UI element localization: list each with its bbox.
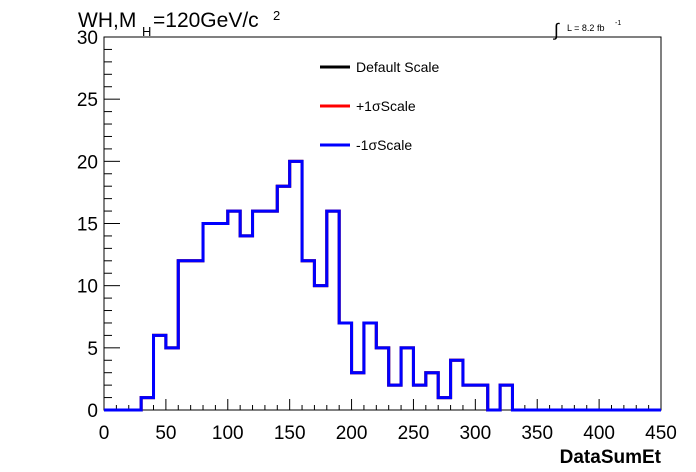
plot-frame	[103, 36, 662, 411]
x-tick-label: 300	[459, 423, 491, 444]
y-tick-label: 0	[87, 401, 98, 422]
title-prefix: WH,M	[78, 9, 136, 32]
legend-label: -1σScale	[356, 137, 412, 153]
histogram-line	[104, 159, 661, 412]
legend-label: Default Scale	[356, 59, 439, 75]
x-tick-label: 50	[155, 423, 176, 444]
legend-label: +1σScale	[356, 98, 416, 114]
axis-tick-labels: 0 50 100 150 200 250 300 350 400 450 0 5 10 15 20 25 30	[77, 28, 677, 444]
x-tick-label: 350	[521, 423, 553, 444]
luminosity-label: ∫ L = 8.2 fb -1	[552, 20, 621, 40]
title-superscript: 2	[273, 8, 280, 23]
luminosity-exponent: -1	[615, 20, 621, 27]
axis-ticks	[103, 36, 662, 411]
histogram-line	[104, 159, 661, 412]
x-tick-label: 450	[645, 423, 677, 444]
y-tick-label: 30	[77, 28, 98, 49]
y-tick-label: 15	[77, 215, 98, 236]
y-tick-label: 20	[77, 152, 98, 173]
histogram-line	[104, 159, 661, 412]
y-tick-label: 25	[77, 90, 98, 111]
integral-symbol: ∫	[552, 20, 560, 40]
title-value: =120GeV/c	[153, 9, 259, 32]
chart-title: WH,M H =120GeV/c 2	[78, 8, 280, 39]
x-tick-label: 200	[336, 423, 368, 444]
y-tick-label: 10	[77, 277, 98, 298]
x-tick-label: 100	[212, 423, 244, 444]
luminosity-text: L = 8.2 fb	[567, 23, 604, 33]
x-axis-label: DataSumEt	[560, 447, 662, 468]
y-tick-label: 5	[87, 339, 98, 360]
title-subscript: H	[142, 24, 151, 39]
x-tick-label: 0	[99, 423, 110, 444]
legend: Default Scale +1σScale -1σScale	[320, 59, 439, 153]
histogram-series	[104, 159, 661, 412]
x-tick-label: 400	[583, 423, 615, 444]
x-tick-label: 150	[274, 423, 306, 444]
x-tick-label: 250	[398, 423, 430, 444]
